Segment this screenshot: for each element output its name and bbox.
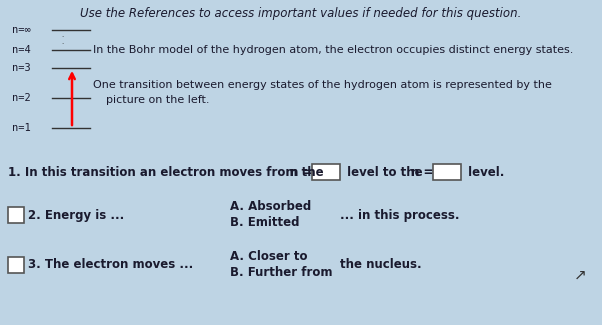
Text: In the Bohr model of the hydrogen atom, the electron occupies distinct energy st: In the Bohr model of the hydrogen atom, …: [93, 45, 573, 55]
Text: 2. Energy is ...: 2. Energy is ...: [28, 209, 124, 222]
Text: ... in this process.: ... in this process.: [340, 209, 459, 222]
Text: ↗: ↗: [574, 267, 586, 282]
Text: 1. In this transition an electron moves from the: 1. In this transition an electron moves …: [8, 165, 327, 178]
Text: n=1: n=1: [12, 123, 31, 133]
Text: A. Absorbed: A. Absorbed: [230, 201, 311, 214]
Bar: [8, 257, 24, 273]
Text: the nucleus.: the nucleus.: [340, 258, 421, 271]
Text: B. Further from: B. Further from: [230, 266, 332, 280]
Text: A. Closer to: A. Closer to: [230, 251, 308, 264]
Text: Use the References to access important values if needed for this question.: Use the References to access important v…: [80, 7, 522, 20]
Text: n=2: n=2: [12, 93, 31, 103]
Text: level.: level.: [464, 165, 504, 178]
Text: n=4: n=4: [12, 45, 31, 55]
Text: level to the: level to the: [343, 165, 427, 178]
Text: n =: n =: [411, 165, 433, 178]
Bar: [312, 164, 340, 180]
Text: .
.
.: . . .: [61, 32, 63, 52]
Text: n=3: n=3: [12, 63, 31, 73]
Bar: [433, 164, 461, 180]
Text: B. Emitted: B. Emitted: [230, 216, 300, 229]
Text: n =: n =: [290, 165, 312, 178]
Text: 3. The electron moves ...: 3. The electron moves ...: [28, 258, 193, 271]
Text: One transition between energy states of the hydrogen atom is represented by the: One transition between energy states of …: [93, 80, 552, 90]
Text: picture on the left.: picture on the left.: [106, 95, 209, 105]
Text: n=∞: n=∞: [12, 25, 31, 35]
Bar: [8, 207, 24, 223]
